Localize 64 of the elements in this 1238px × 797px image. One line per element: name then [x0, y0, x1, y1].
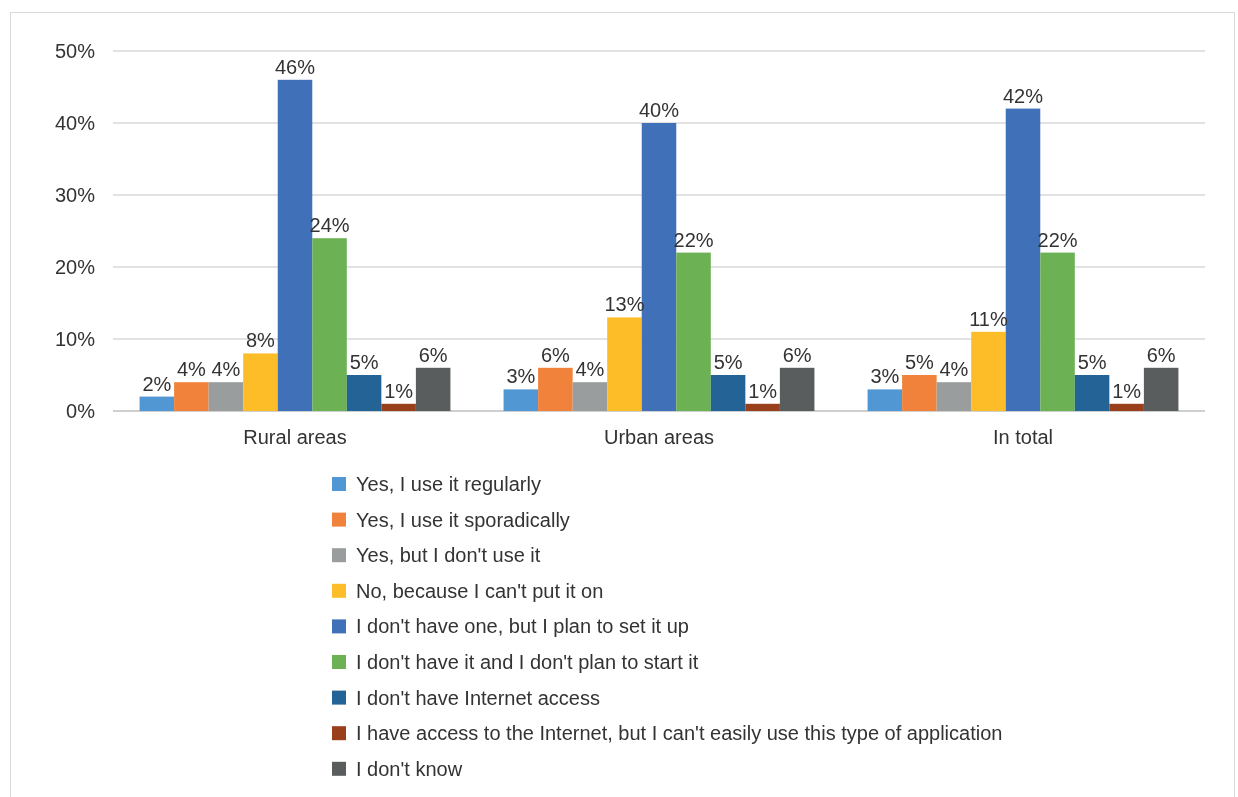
x-tick-label: Urban areas	[603, 426, 715, 448]
bar	[710, 375, 746, 411]
bar	[139, 396, 175, 411]
legend-label: Yes, I use it regularly	[356, 473, 541, 495]
bar	[971, 331, 1006, 411]
bar	[381, 403, 416, 411]
bar	[867, 389, 903, 411]
data-label: 5%	[904, 351, 935, 373]
x-tick-label: In total	[992, 426, 1054, 448]
data-label: 4%	[176, 358, 207, 381]
data-label: 6%	[540, 343, 571, 366]
data-label: 5%	[349, 351, 379, 373]
y-tick-label: 20%	[54, 256, 96, 278]
data-label: 4%	[211, 358, 241, 381]
bar	[503, 389, 539, 411]
y-tick-label: 50%	[54, 40, 96, 62]
bar	[243, 353, 278, 411]
data-label: 2%	[142, 372, 172, 395]
bar	[174, 382, 209, 411]
legend-label: I don't know	[356, 757, 463, 780]
bar	[936, 382, 972, 411]
data-label: 6%	[418, 343, 448, 366]
legend-label: I don't have one, but I plan to set it up	[356, 615, 689, 638]
data-label: 3%	[870, 365, 900, 388]
bar	[1040, 252, 1075, 411]
data-label: 1%	[1112, 379, 1142, 402]
data-label: 3%	[506, 365, 536, 388]
data-label: 4%	[575, 358, 605, 381]
data-label: 6%	[782, 343, 812, 366]
bar	[572, 382, 608, 411]
bar	[208, 382, 244, 411]
data-label: 5%	[1077, 351, 1107, 373]
legend-label: I don't have it and I don't plan to start it	[356, 651, 699, 673]
y-tick-label: 10%	[54, 328, 96, 350]
data-label: 40%	[638, 99, 680, 121]
data-label: 4%	[939, 358, 969, 381]
bar	[346, 375, 382, 411]
y-tick-label: 0%	[66, 400, 96, 422]
bar	[538, 367, 573, 411]
y-tick-label: 30%	[54, 184, 96, 206]
bar	[902, 375, 937, 411]
data-label: 46%	[274, 55, 316, 78]
data-label: 42%	[1002, 84, 1044, 107]
data-label: 1%	[384, 379, 414, 402]
legend-label: Yes, but I don't use it	[356, 544, 541, 567]
legend-label: Yes, I use it sporadically	[356, 508, 570, 531]
bar	[779, 367, 815, 411]
bar	[1109, 403, 1144, 411]
bar	[312, 238, 347, 411]
y-tick-label: 40%	[54, 112, 96, 134]
bar	[1074, 375, 1110, 411]
x-tick-label: Rural areas	[243, 426, 347, 448]
bar	[607, 317, 642, 411]
data-label: 6%	[1146, 343, 1176, 366]
bar	[415, 367, 451, 411]
legend-label: No, because I can't put it on	[356, 579, 604, 602]
data-label: 5%	[713, 351, 743, 373]
bar	[745, 403, 780, 411]
legend-label: I have access to the Internet, but I can't easily use this type of application	[356, 722, 1003, 745]
bar	[676, 252, 711, 411]
bar	[1143, 367, 1179, 411]
data-label: 1%	[748, 379, 778, 402]
legend-label: I don't have Internet access	[356, 686, 600, 709]
data-label: 8%	[246, 329, 276, 352]
